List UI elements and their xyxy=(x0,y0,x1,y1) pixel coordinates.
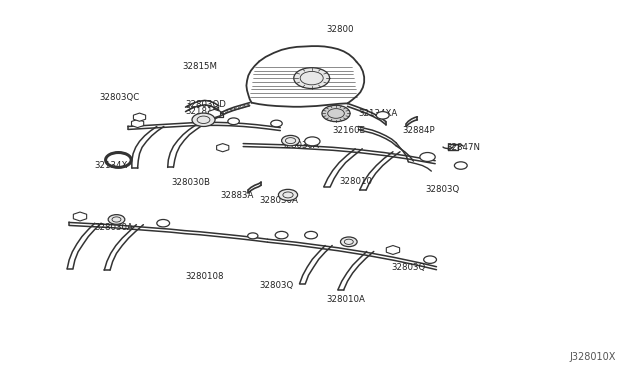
Circle shape xyxy=(192,113,215,126)
Circle shape xyxy=(108,215,125,224)
Text: 32884P: 32884P xyxy=(402,126,435,135)
Circle shape xyxy=(322,105,350,122)
Text: 3280108: 3280108 xyxy=(186,272,224,281)
Text: 32800: 32800 xyxy=(326,25,354,34)
Text: 32847N: 32847N xyxy=(447,143,481,152)
Text: 32160E: 32160E xyxy=(333,126,366,135)
Text: J328010X: J328010X xyxy=(570,352,616,362)
Text: 32181M: 32181M xyxy=(186,107,221,116)
Text: 328010: 328010 xyxy=(339,177,372,186)
Text: 328030A: 328030A xyxy=(260,196,299,205)
Polygon shape xyxy=(216,144,229,152)
Circle shape xyxy=(278,189,298,201)
Circle shape xyxy=(282,135,300,146)
Text: 32134XA: 32134XA xyxy=(358,109,397,118)
Polygon shape xyxy=(133,113,146,121)
Text: 32803QC: 32803QC xyxy=(99,93,140,102)
Circle shape xyxy=(294,68,330,89)
Text: 328030A: 328030A xyxy=(280,141,319,150)
Text: 32803Q: 32803Q xyxy=(259,281,294,290)
Text: 32803Q: 32803Q xyxy=(392,263,426,272)
Text: 32134X: 32134X xyxy=(95,161,128,170)
Text: 32803Q: 32803Q xyxy=(426,185,460,194)
Circle shape xyxy=(340,237,357,247)
Text: 328010A: 328010A xyxy=(326,295,365,304)
Polygon shape xyxy=(208,109,221,118)
Circle shape xyxy=(454,162,467,169)
Circle shape xyxy=(424,256,436,263)
Polygon shape xyxy=(387,246,399,254)
Text: 328030A: 328030A xyxy=(95,223,134,232)
Circle shape xyxy=(271,120,282,127)
Text: 328030B: 328030B xyxy=(172,178,211,187)
Circle shape xyxy=(228,118,239,125)
Text: 32803QD: 32803QD xyxy=(186,100,227,109)
Circle shape xyxy=(157,219,170,227)
Polygon shape xyxy=(74,212,86,221)
Circle shape xyxy=(275,231,288,239)
Polygon shape xyxy=(131,119,144,128)
Text: 32815M: 32815M xyxy=(182,62,218,71)
Circle shape xyxy=(248,233,258,239)
Text: 32883A: 32883A xyxy=(221,191,254,200)
Circle shape xyxy=(420,153,435,161)
Circle shape xyxy=(376,112,389,119)
Circle shape xyxy=(305,231,317,239)
Circle shape xyxy=(305,137,320,146)
